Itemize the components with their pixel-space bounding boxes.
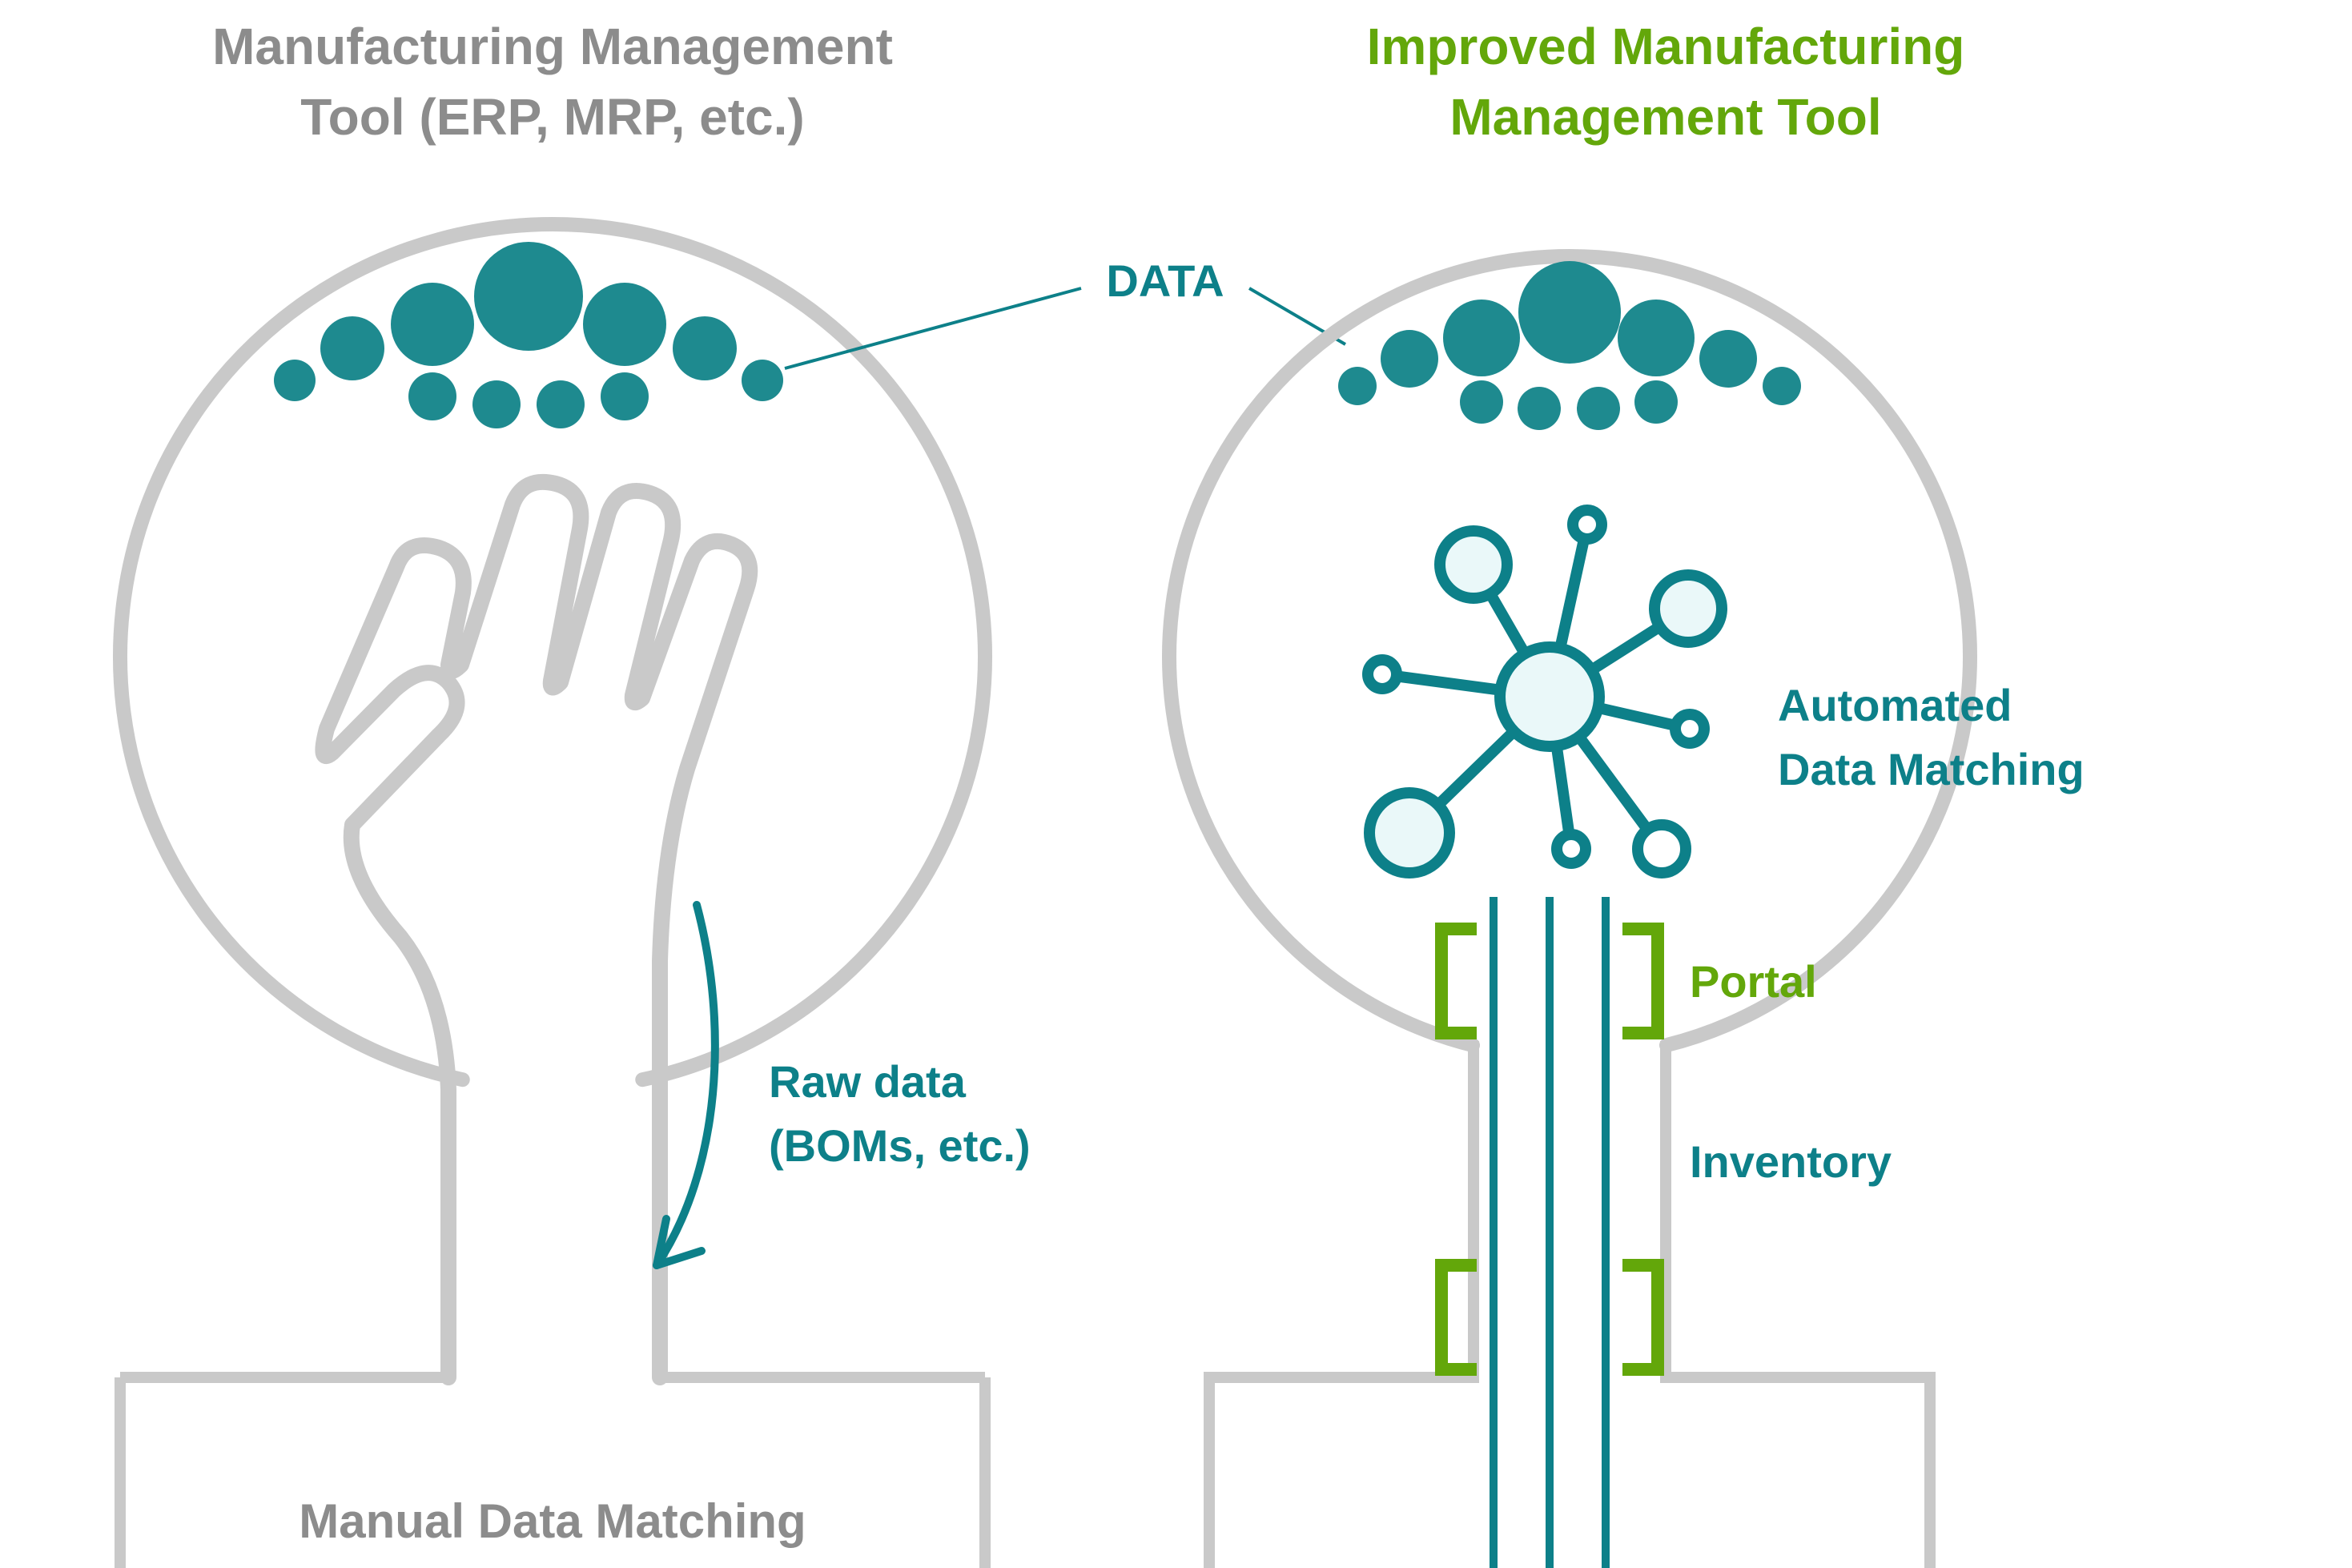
right-data-dot-1	[1443, 300, 1520, 376]
right-data-dot-3	[1381, 330, 1438, 388]
portal-label: Portal	[1690, 956, 1817, 1007]
network-node-5	[1557, 834, 1586, 863]
automated-label-line2: Data Matching	[1778, 744, 2085, 794]
right-title-line1: Improved Manufacturing	[1367, 18, 1965, 75]
left-data-dot-5	[274, 360, 316, 401]
left-data-dot-1	[391, 283, 474, 366]
left-data-dot-0	[474, 242, 583, 351]
inventory-label: Inventory	[1690, 1136, 1892, 1187]
network-node-4	[1638, 825, 1686, 873]
data-label: DATA	[1106, 255, 1224, 306]
left-data-dot-9	[537, 380, 585, 428]
left-title-line1: Manufacturing Management	[212, 18, 893, 75]
right-data-dot-6	[1763, 367, 1801, 405]
right-data-dot-7	[1460, 380, 1503, 424]
right-data-dot-9	[1577, 387, 1620, 430]
network-node-0	[1440, 531, 1507, 598]
left-data-dot-6	[742, 360, 783, 401]
network-node-7	[1368, 660, 1397, 689]
portal-bracket-left-upper	[1441, 929, 1477, 1033]
right-data-dot-10	[1634, 380, 1678, 424]
manual-matching-label: Manual Data Matching	[299, 1494, 806, 1548]
left-data-dot-8	[472, 380, 521, 428]
portal-bracket-right-upper	[1622, 929, 1658, 1033]
left-data-dot-7	[408, 372, 456, 420]
right-data-dot-0	[1518, 261, 1621, 364]
left-title-line2: Tool (ERP, MRP, etc.)	[300, 88, 804, 146]
network-node-6	[1369, 793, 1449, 873]
network-node-1	[1573, 510, 1602, 539]
right-title-line2: Management Tool	[1449, 88, 1881, 146]
raw-data-label-line1: Raw data	[769, 1056, 967, 1107]
portal-bracket-right-lower	[1622, 1265, 1658, 1369]
network-hub-icon	[1500, 647, 1599, 746]
right-data-dot-8	[1518, 387, 1561, 430]
right-data-dot-2	[1618, 300, 1695, 376]
left-data-dot-3	[320, 316, 384, 380]
automated-label-line1: Automated	[1778, 680, 2012, 730]
right-data-dot-5	[1338, 367, 1377, 405]
network-node-2	[1654, 575, 1722, 642]
left-data-dot-2	[583, 283, 666, 366]
right-bottom-box	[1209, 1041, 1930, 1568]
network-node-3	[1675, 714, 1704, 743]
left-data-dot-4	[673, 316, 737, 380]
left-data-dot-10	[601, 372, 649, 420]
right-data-dot-4	[1699, 330, 1757, 388]
raw-data-label-line2: (BOMs, etc.)	[769, 1120, 1031, 1171]
hand-outline-icon	[323, 482, 750, 1377]
